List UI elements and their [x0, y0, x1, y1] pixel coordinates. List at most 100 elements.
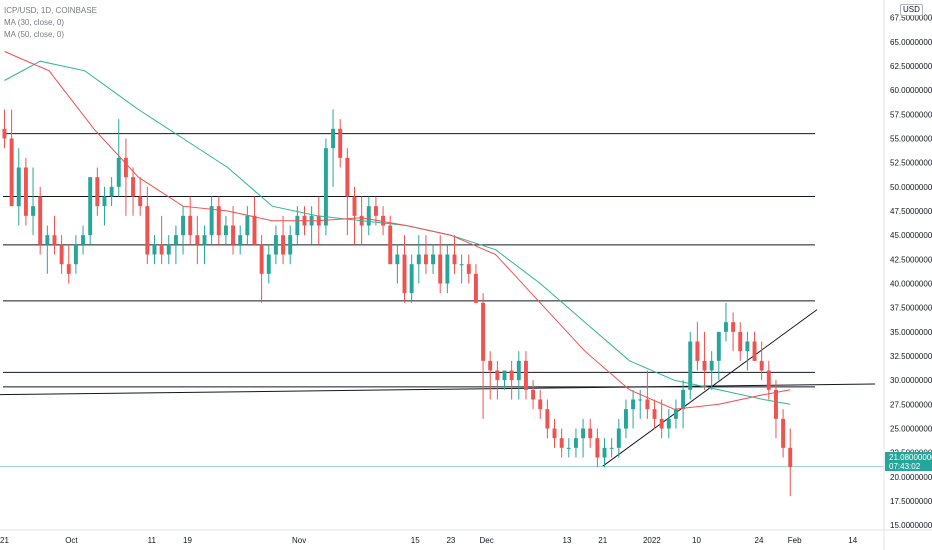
- candle-body: [295, 215, 300, 236]
- y-tick-label: 50.00000000: [890, 183, 932, 192]
- candlesticks: [2, 109, 793, 497]
- x-tick-label: 21: [0, 536, 9, 545]
- candle-body: [131, 177, 136, 197]
- ma30-line: [4, 51, 791, 410]
- candle-body: [245, 215, 250, 236]
- candle-body: [781, 418, 786, 448]
- candle-body: [552, 428, 557, 439]
- candle-body: [623, 409, 628, 429]
- currency-unit-badge[interactable]: USD: [900, 4, 923, 16]
- candle-body: [423, 254, 428, 265]
- y-tick-label: 20.00000000: [890, 473, 932, 482]
- candle-body: [638, 399, 643, 401]
- candle-body: [202, 235, 207, 245]
- candle-body: [616, 428, 621, 448]
- candle-body: [631, 399, 636, 410]
- candle-body: [538, 399, 543, 410]
- candle-body: [273, 235, 278, 255]
- candle-body: [95, 177, 100, 207]
- candle-body: [566, 447, 571, 449]
- candle-body: [645, 399, 650, 410]
- candle-body: [52, 235, 57, 245]
- y-tick-label: 47.50000000: [890, 207, 932, 216]
- candle-body: [9, 138, 14, 207]
- candle-body: [445, 254, 450, 284]
- candle-body: [516, 360, 521, 381]
- candle-body: [688, 341, 693, 390]
- y-tick-label: 37.50000000: [890, 304, 932, 313]
- candle-body: [38, 196, 43, 245]
- candle-body: [788, 447, 793, 468]
- last-price-value: 21.08000000: [889, 453, 932, 462]
- x-tick-label: 24: [755, 536, 764, 545]
- candle-body: [373, 206, 378, 216]
- candle-body: [181, 215, 186, 236]
- legend-symbol: ICP/USD, 1D, COINBASE: [4, 6, 97, 15]
- candle-body: [388, 225, 393, 265]
- candle-body: [323, 148, 328, 226]
- candle-body: [745, 341, 750, 352]
- candle-body: [102, 196, 107, 207]
- candle-body: [381, 215, 386, 226]
- candle-body: [216, 206, 221, 236]
- candle-body: [431, 254, 436, 265]
- candle-body: [595, 438, 600, 458]
- candle-body: [209, 206, 214, 236]
- candle-body: [23, 167, 28, 216]
- candle-body: [73, 244, 78, 265]
- candle-body: [195, 235, 200, 245]
- bar-countdown: 07:43:02: [889, 462, 921, 471]
- candle-body: [45, 235, 50, 245]
- candle-body: [481, 302, 486, 361]
- candle-body: [766, 370, 771, 390]
- x-tick-label: Feb: [788, 536, 802, 545]
- candle-body: [88, 177, 93, 236]
- candle-body: [366, 206, 371, 226]
- y-tick-label: 65.00000000: [890, 38, 932, 47]
- candle-body: [409, 264, 414, 294]
- candle-body: [723, 322, 728, 332]
- x-tick-label: 10: [692, 536, 701, 545]
- sloped-level-line: [0, 383, 876, 396]
- candle-body: [473, 273, 478, 303]
- y-tick-label: 45.00000000: [890, 231, 932, 240]
- candle-body: [559, 438, 564, 448]
- candle-body: [573, 438, 578, 448]
- price-axis: 67.50000000 65.00000000 62.50000000 60.0000…: [883, 0, 932, 550]
- candle-body: [716, 331, 721, 361]
- y-tick-label: 55.00000000: [890, 135, 932, 144]
- moving-averages: [4, 51, 791, 410]
- ma50-line: [4, 60, 791, 405]
- candle-body: [259, 244, 264, 274]
- candle-body: [602, 447, 607, 458]
- candle-body: [659, 418, 664, 429]
- candle-body: [159, 244, 164, 255]
- candle-body: [238, 235, 243, 245]
- candle-body: [523, 360, 528, 390]
- candle-body: [138, 196, 143, 207]
- time-axis: 21 Oct 11 19 Nov 15 23 Dec 13 21 2022 10 24 Feb 14: [0, 529, 932, 545]
- y-tick-label: 52.50000000: [890, 159, 932, 168]
- x-tick-label: 15: [411, 536, 420, 545]
- y-tick-label: 25.00000000: [890, 425, 932, 434]
- legend-ma50: MA (50, close, 0): [4, 30, 65, 39]
- x-tick-label: 23: [446, 536, 455, 545]
- y-tick-label: 67.50000000: [890, 14, 932, 23]
- y-tick-label: 62.50000000: [890, 62, 932, 71]
- candle-body: [666, 418, 671, 429]
- y-tick-label: 35.00000000: [890, 328, 932, 337]
- candle-body: [581, 428, 586, 439]
- candle-body: [338, 128, 343, 158]
- candle-body: [738, 331, 743, 352]
- candle-body: [681, 389, 686, 410]
- candle-body: [266, 254, 271, 274]
- candle-body: [402, 254, 407, 294]
- candle-body: [395, 254, 400, 265]
- y-tick-label: 40.00000000: [890, 280, 932, 289]
- candle-body: [459, 264, 464, 266]
- candle-body: [173, 235, 178, 245]
- x-tick-label: 21: [598, 536, 607, 545]
- candle-body: [109, 186, 114, 197]
- candle-body: [452, 254, 457, 265]
